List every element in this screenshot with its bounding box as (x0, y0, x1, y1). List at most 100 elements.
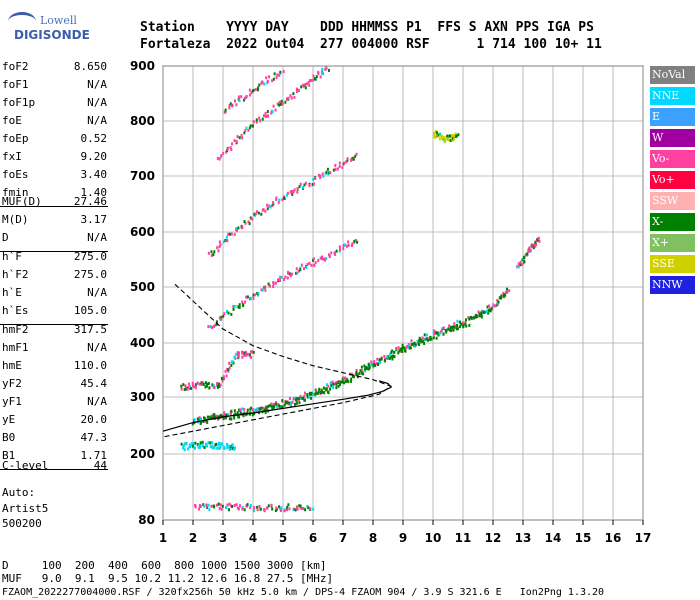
echo-point (276, 102, 279, 106)
echo-point (464, 322, 467, 326)
echo-point (442, 326, 445, 330)
echo-point (321, 67, 324, 71)
echo-point (389, 352, 392, 356)
echo-point (468, 323, 471, 327)
echo-point (345, 244, 348, 248)
echo-point (244, 350, 247, 354)
echo-point (246, 411, 249, 415)
echo-point (244, 128, 247, 132)
echo-point (334, 167, 337, 171)
echo-point (182, 383, 185, 387)
echo-point (319, 176, 322, 180)
echo-point (295, 505, 298, 509)
echo-point (234, 412, 237, 416)
echo-point (266, 207, 269, 211)
echo-point (245, 95, 248, 99)
echo-point (456, 327, 459, 331)
echo-point (245, 413, 248, 417)
echo-point (371, 363, 374, 367)
param-row: h`F 275.0 (2, 250, 107, 268)
param-row: C-level 44 (2, 459, 107, 477)
echo-point (375, 362, 378, 366)
echo-point (243, 131, 246, 135)
echo-point (464, 320, 467, 324)
echo-point (486, 309, 489, 313)
echo-point (237, 353, 240, 357)
echo-point (196, 417, 199, 421)
param-value: 47.3 (80, 431, 108, 444)
echo-point (213, 250, 216, 254)
param-separator (0, 206, 108, 207)
echo-point (246, 295, 249, 299)
header-row2: Fortaleza 2022 Out04 277 004000 RSF 1 71… (140, 37, 602, 52)
echo-point (265, 114, 268, 118)
echo-point (227, 368, 230, 372)
echo-point (272, 402, 275, 406)
echo-point (399, 347, 402, 351)
echo-point (335, 249, 338, 253)
echo-point (451, 134, 454, 138)
echo-point (236, 411, 239, 415)
echo-point (220, 154, 223, 158)
echo-point (243, 220, 246, 224)
echo-point (264, 111, 267, 115)
echo-point (489, 307, 492, 311)
x-tick-label: 14 (545, 531, 562, 545)
echo-point (290, 189, 293, 193)
echo-point (212, 324, 215, 328)
echo-point (461, 322, 464, 326)
echo-point (197, 444, 200, 448)
echo-point (182, 446, 185, 450)
echo-point (202, 382, 205, 386)
echo-point (272, 77, 275, 81)
echo-point (252, 120, 255, 124)
echo-point (225, 374, 228, 378)
echo-point (454, 325, 457, 329)
echo-point (251, 408, 254, 412)
param-row: yE 20.0 (2, 413, 107, 431)
echo-point (308, 184, 311, 188)
echo-point (336, 167, 339, 171)
param-name: yF1 (2, 395, 22, 408)
echo-point (191, 444, 194, 448)
echo-point (255, 120, 258, 124)
param-name: B1 (2, 449, 16, 462)
echo-point (306, 262, 309, 266)
param-value: N/A (87, 395, 107, 408)
echo-point (247, 220, 250, 224)
echo-point (366, 367, 369, 371)
echo-point (199, 417, 202, 421)
echo-point (197, 507, 200, 511)
echo-point (229, 102, 232, 106)
legend-item: NNW (650, 276, 695, 294)
echo-point (308, 261, 311, 265)
echo-point (261, 117, 264, 121)
echo-point (442, 332, 445, 336)
param-name: B0 (2, 431, 16, 444)
echo-point (233, 503, 236, 507)
echo-point (265, 76, 268, 80)
echo-point (259, 507, 262, 511)
echo-point (506, 290, 509, 294)
echo-point (279, 278, 282, 282)
echo-point (503, 293, 506, 297)
echo-point (219, 503, 222, 507)
echo-point (257, 86, 260, 90)
echo-point (439, 132, 442, 136)
echo-point (520, 258, 523, 262)
echo-point (237, 95, 240, 99)
echo-point (261, 80, 264, 84)
param-value: N/A (87, 231, 107, 244)
echo-point (236, 304, 239, 308)
echo-point (253, 412, 256, 416)
echo-point (293, 402, 296, 406)
echo-point (226, 239, 229, 243)
echo-point (288, 397, 291, 401)
echo-point (213, 413, 216, 417)
echo-point (285, 508, 288, 512)
param-value: 3.40 (80, 168, 108, 181)
echo-point (223, 110, 226, 114)
param-name: hmF2 (2, 323, 29, 336)
echo-point (310, 391, 313, 395)
echo-point (209, 441, 212, 445)
